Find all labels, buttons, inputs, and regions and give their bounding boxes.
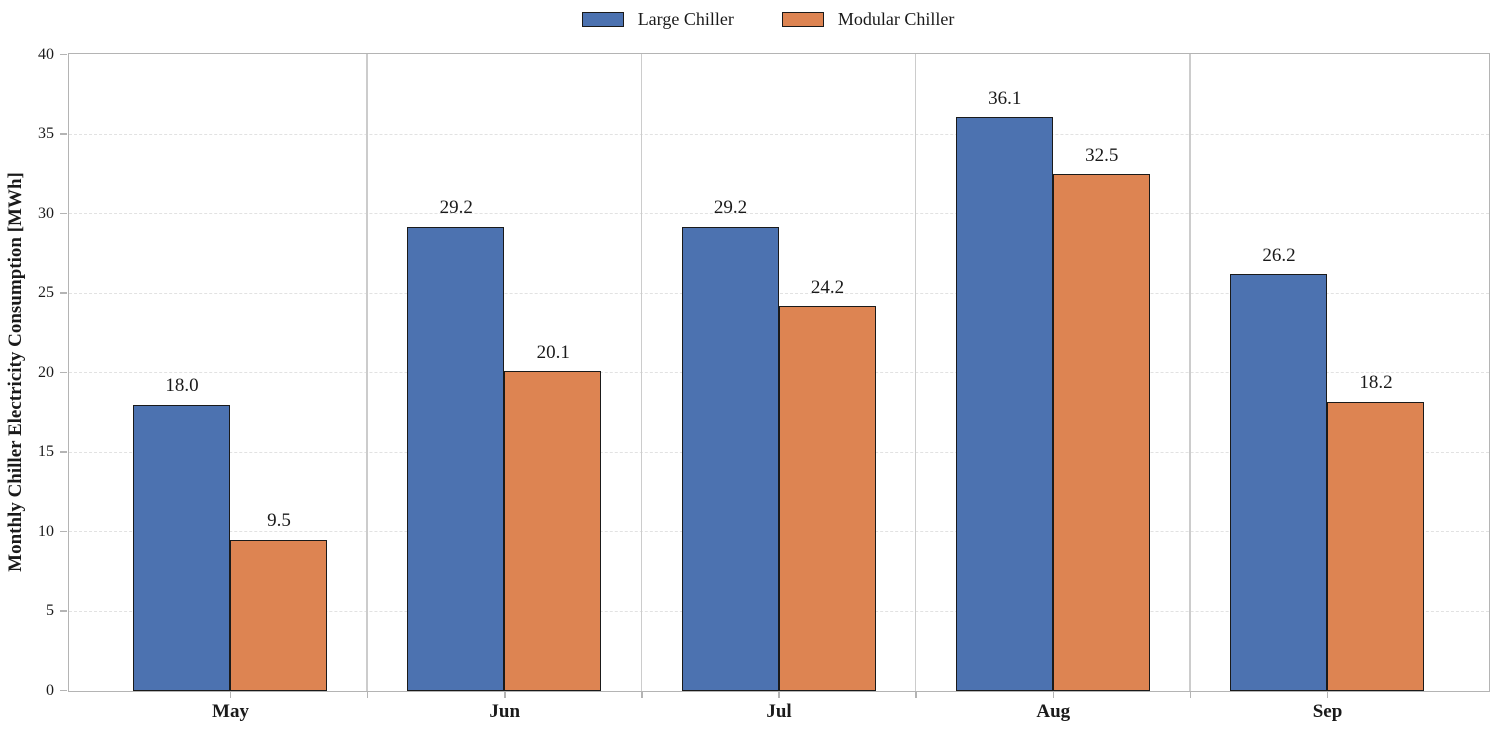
bar-value-label: 9.5 [267, 510, 291, 532]
bar-value-label: 36.1 [988, 87, 1022, 109]
gridline [69, 292, 1489, 294]
group-separator [1189, 54, 1191, 691]
x-tick-label: May [212, 701, 249, 722]
y-axis-tick [60, 371, 67, 374]
x-axis-tick [778, 692, 780, 698]
group-separator [914, 54, 917, 691]
legend-item: Large Chiller [581, 8, 734, 30]
x-tick-label: Sep [1312, 701, 1343, 722]
y-axis-tick [60, 530, 67, 533]
x-tick-label: Aug [1036, 701, 1071, 722]
y-tick-label: 15 [38, 443, 54, 460]
bar-large-chiller-jul [681, 226, 779, 691]
bar-modular-chiller-sep [1327, 401, 1424, 691]
y-tick-label: 20 [38, 363, 54, 381]
y-axis-tick [60, 53, 67, 56]
x-tick-label: Jun [489, 701, 521, 722]
y-tick-label: 5 [46, 602, 54, 619]
gridline [69, 133, 1489, 135]
legend-swatch-icon [581, 11, 624, 27]
bar-value-label: 29.2 [439, 197, 473, 219]
legend-label: Modular Chiller [837, 9, 955, 29]
bar-modular-chiller-may [230, 539, 327, 691]
bar-large-chiller-may [133, 404, 230, 691]
y-axis-tick [60, 610, 67, 612]
group-separator [366, 54, 368, 691]
bar-large-chiller-aug [955, 117, 1053, 691]
y-axis-tick [60, 451, 67, 453]
x-axis-tick [1052, 692, 1054, 698]
bar-modular-chiller-jun [504, 371, 602, 691]
bar-value-label: 26.2 [1262, 244, 1296, 266]
plot-area [68, 53, 1490, 692]
bar-value-label: 24.2 [810, 276, 845, 298]
legend-swatch-icon [781, 11, 824, 27]
chart-legend: Large Chiller Modular Chiller [18, 6, 1500, 32]
gridline [69, 213, 1489, 214]
bar-large-chiller-jun [407, 226, 505, 691]
x-axis-minor-tick [641, 692, 643, 698]
legend-item: Modular Chiller [781, 8, 955, 30]
bar-large-chiller-sep [1230, 274, 1327, 691]
y-axis-tick [60, 292, 67, 294]
y-tick-label: 25 [38, 284, 54, 301]
x-axis-minor-tick [366, 692, 369, 698]
y-tick-label: 10 [38, 522, 54, 540]
x-tick-label: Jul [766, 701, 792, 722]
legend-label: Large Chiller [637, 9, 734, 29]
bar-value-label: 32.5 [1085, 144, 1119, 166]
x-axis-minor-tick [1189, 692, 1192, 698]
x-axis-tick [229, 692, 232, 698]
bar-value-label: 18.0 [165, 375, 199, 397]
bar-value-label: 18.2 [1359, 372, 1393, 394]
x-axis-tick [504, 692, 506, 698]
bar-modular-chiller-aug [1052, 174, 1150, 691]
y-tick-label: 30 [38, 204, 54, 222]
bar-modular-chiller-jul [778, 306, 876, 691]
bar-value-label: 29.2 [713, 197, 748, 219]
x-axis-tick [1326, 692, 1329, 698]
y-tick-label: 0 [46, 681, 54, 699]
x-axis-minor-tick [915, 692, 917, 698]
y-tick-label: 35 [38, 125, 54, 142]
y-axis-tick [60, 212, 67, 215]
y-tick-label: 40 [38, 45, 54, 63]
y-axis-tick [60, 133, 67, 135]
bar-value-label: 20.1 [536, 341, 570, 363]
y-axis-tick [60, 689, 67, 692]
group-separator [640, 54, 643, 691]
